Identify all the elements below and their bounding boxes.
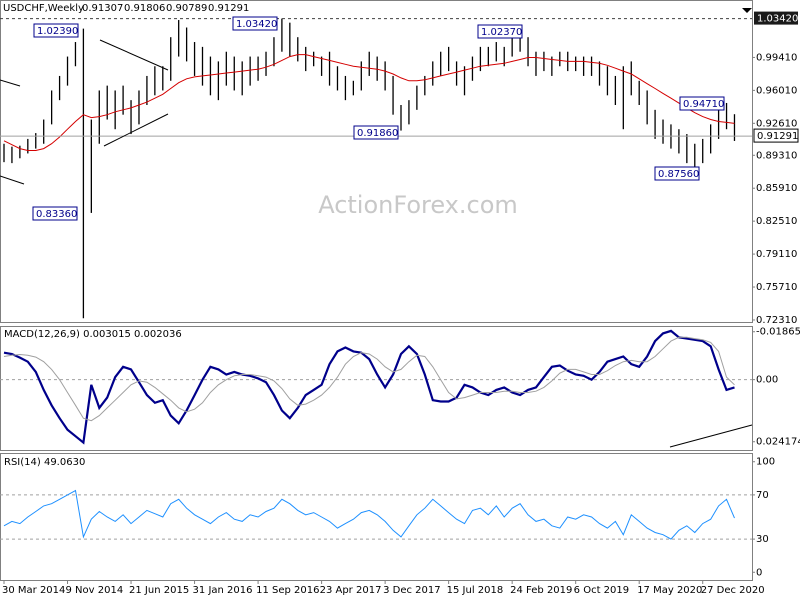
annotation-box [33, 23, 79, 38]
series-line [3, 336, 735, 422]
level-label-box [754, 11, 798, 25]
annotation: 1.03420 [236, 19, 277, 30]
annotation: 0.91860 [357, 128, 398, 139]
watermark: ActionForex.com [318, 191, 518, 219]
y-tick-label: 0.85910 [756, 183, 797, 194]
last-price-label: 0.91291 [757, 131, 798, 142]
y-tick-label: 0.99410 [756, 52, 797, 63]
y-tick-label: 0 [756, 567, 762, 578]
macd-title: MACD(12,26,9) 0.003015 0.002036 [4, 329, 182, 340]
y-tick-label: 100 [756, 457, 775, 468]
annotation: 0.87560 [658, 169, 699, 180]
series-line [3, 329, 735, 445]
trendlines [0, 39, 753, 448]
series-line [3, 489, 735, 540]
annotation-box [654, 166, 700, 181]
rsi-panel [0, 453, 753, 581]
annotation: 0.83360 [36, 209, 77, 220]
y-tick-label: 0.96010 [756, 85, 797, 96]
y-tick-label: 30 [756, 534, 769, 545]
y-tick-label: -0.018653 [756, 327, 800, 338]
ohlc-value: 0.91291 [208, 3, 249, 14]
y-tick-label: 0.72310 [756, 315, 797, 326]
y-tick-label: 0.75710 [756, 282, 797, 293]
annotation-box [353, 125, 399, 140]
annotation-box [32, 206, 78, 221]
x-tick-label: 15 Jul 2018 [447, 585, 504, 596]
annotation-box [477, 24, 523, 39]
ohlc-value: 0.90789 [166, 3, 207, 14]
x-tick-label: 9 Nov 2014 [66, 585, 124, 596]
ohlc-value: 0.91307 [82, 3, 123, 14]
x-tick-label: 17 May 2020 [637, 585, 702, 596]
x-tick-label: 21 Jun 2015 [129, 585, 189, 596]
x-tick-label: 6 Oct 2019 [574, 585, 629, 596]
last-price-box [753, 128, 799, 143]
x-tick-label: 27 Dec 2020 [701, 585, 765, 596]
y-tick-label: 0.89310 [756, 150, 797, 161]
annotation: 0.94710 [683, 99, 724, 110]
rsi-title: RSI(14) 49.0630 [4, 457, 85, 468]
annotation: 1.02370 [481, 27, 522, 38]
series-line [3, 54, 735, 151]
symbol-title: USDCHF,Weekly [3, 3, 84, 14]
collapse-arrow[interactable] [742, 8, 752, 13]
x-tick-label: 24 Feb 2019 [510, 585, 572, 596]
annotation: 1.02390 [37, 26, 78, 37]
y-tick-label: 0.79110 [756, 249, 797, 260]
y-tick-label: 0.024174 [756, 437, 800, 448]
level-label: 1.03420 [757, 14, 798, 25]
y-tick-label: 0.82510 [756, 216, 797, 227]
annotation-box [679, 96, 725, 111]
marks: 0.72310 0.75710 0.79110 0.82510 0.85910 0.893… [0, 11, 800, 596]
x-tick-label: 30 Mar 2014 [2, 585, 65, 596]
y-tick-label: 0.00 [756, 375, 778, 386]
y-tick-label: 70 [756, 490, 769, 501]
x-tick-label: 11 Sep 2016 [256, 585, 319, 596]
macd-panel [0, 326, 753, 451]
annotation-box [232, 16, 278, 31]
x-tick-label: 31 Jan 2016 [193, 585, 253, 596]
x-tick-label: 23 Apr 2017 [320, 585, 382, 596]
ohlc-value: 0.91806 [124, 3, 165, 14]
price-panel [0, 0, 753, 323]
y-tick-label: 0.92610 [756, 118, 797, 129]
x-tick-label: 3 Dec 2017 [383, 585, 441, 596]
